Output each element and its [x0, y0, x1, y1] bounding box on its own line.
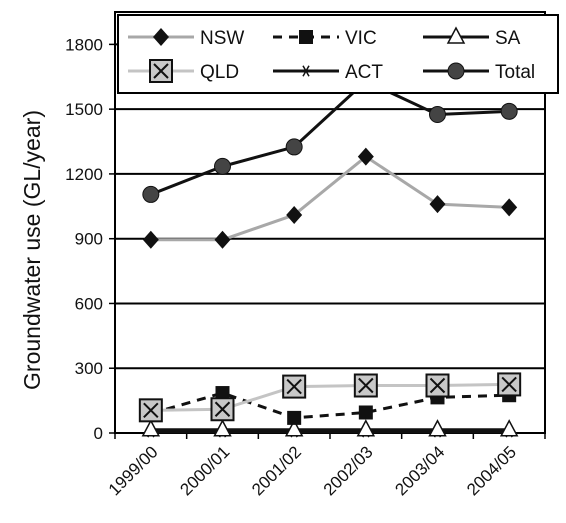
- data-point-sa: [428, 419, 447, 437]
- series-sa: [141, 419, 519, 437]
- legend-marker-act: [300, 65, 312, 77]
- series-nsw: [142, 147, 518, 249]
- square-marker: [358, 405, 373, 420]
- triangle-marker: [356, 419, 376, 437]
- data-point-qld: [138, 398, 163, 423]
- data-point-qld: [282, 374, 307, 399]
- legend-label-total: Total: [495, 62, 535, 83]
- data-point-qld: [497, 372, 522, 397]
- data-point-vic: [358, 405, 373, 420]
- data-point-nsw: [429, 195, 446, 214]
- legend-marker-sa: [446, 26, 466, 44]
- data-point-nsw: [214, 230, 231, 249]
- legend-item-qld: QLD: [128, 59, 239, 83]
- data-point-qld: [210, 397, 235, 422]
- y-tick-label: 900: [75, 230, 103, 249]
- data-point-sa: [499, 419, 519, 437]
- square-x-stroke: [143, 402, 159, 419]
- data-point-total: [214, 157, 231, 175]
- square-x-stroke: [501, 376, 517, 393]
- series-line-nsw: [150, 155, 510, 242]
- data-point-qld: [353, 373, 378, 398]
- legend-marker-nsw: [153, 28, 169, 46]
- series-line-total: [150, 79, 510, 196]
- legend-item-nsw: NSW: [128, 28, 244, 49]
- triangle-marker: [428, 419, 447, 437]
- y-tick-label: 1200: [65, 165, 103, 184]
- legend-item-sa: SA: [423, 26, 521, 49]
- diamond-marker: [501, 198, 518, 217]
- legend-box: [117, 14, 559, 94]
- legend: NSW VIC SA QLD ACT Total: [117, 14, 559, 94]
- square-marker: [299, 30, 313, 44]
- legend-label-act: ACT: [345, 62, 383, 83]
- data-point-sa: [284, 419, 304, 437]
- data-point-nsw: [501, 198, 518, 217]
- diamond-marker: [214, 230, 231, 249]
- legend-marker-total: [447, 62, 465, 80]
- data-point-nsw: [142, 230, 159, 249]
- legend-label-qld: QLD: [200, 62, 239, 83]
- diamond-marker: [286, 205, 303, 224]
- legend-label-sa: SA: [495, 28, 521, 49]
- square-x-stroke: [358, 377, 374, 394]
- triangle-marker: [499, 419, 519, 437]
- square-x-stroke: [214, 401, 231, 417]
- data-point-total: [429, 106, 446, 124]
- circle-marker: [285, 138, 303, 156]
- series-qld: [138, 372, 522, 423]
- y-tick-label: 1500: [65, 100, 103, 119]
- data-point-total: [142, 185, 160, 203]
- data-point-nsw: [357, 147, 374, 166]
- square-marker: [215, 386, 230, 401]
- data-point-sa: [141, 419, 161, 437]
- circle-marker: [447, 62, 465, 80]
- data-point-sa: [213, 419, 232, 437]
- data-point-sa: [356, 419, 376, 437]
- triangle-marker: [141, 419, 161, 437]
- diamond-marker: [142, 230, 159, 249]
- legend-label-nsw: NSW: [200, 28, 244, 49]
- legend-label-vic: VIC: [345, 28, 377, 49]
- square-x-stroke: [429, 377, 446, 394]
- circle-marker: [214, 157, 231, 175]
- y-tick-label: 0: [94, 424, 103, 443]
- data-point-qld: [425, 373, 450, 398]
- data-point-total: [500, 102, 518, 120]
- legend-item-vic: VIC: [273, 28, 377, 49]
- legend-marker-vic: [299, 30, 313, 44]
- y-tick-label: 300: [75, 359, 103, 378]
- square-marker: [287, 410, 302, 425]
- legend-marker-qld: [149, 59, 173, 83]
- triangle-marker: [284, 419, 304, 437]
- data-point-total: [285, 138, 303, 156]
- y-tick-label: 1800: [65, 35, 103, 54]
- y-tick-label: 600: [75, 294, 103, 313]
- circle-marker: [429, 106, 446, 124]
- diamond-marker: [429, 195, 446, 214]
- asterisk-stroke: [302, 65, 310, 77]
- data-point-nsw: [286, 205, 303, 224]
- data-point-vic: [215, 386, 230, 401]
- legend-item-total: Total: [423, 62, 535, 83]
- legend-item-act: ACT: [273, 62, 383, 83]
- data-point-vic: [287, 410, 302, 425]
- diamond-marker: [357, 147, 374, 166]
- square-x-stroke: [286, 378, 302, 395]
- diamond-marker: [153, 28, 169, 46]
- square-x-stroke: [153, 63, 169, 79]
- circle-marker: [142, 185, 160, 203]
- triangle-marker: [213, 419, 232, 437]
- circle-marker: [500, 102, 518, 120]
- triangle-marker: [446, 26, 466, 44]
- y-axis-label: Groundwater use (GL/year): [19, 110, 45, 390]
